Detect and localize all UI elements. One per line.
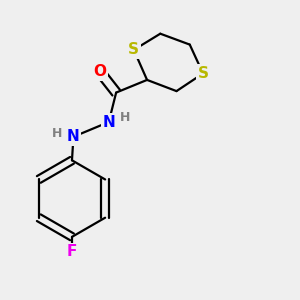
Text: S: S	[197, 66, 208, 81]
Text: H: H	[120, 111, 130, 124]
Text: N: N	[67, 129, 80, 144]
Text: H: H	[52, 127, 62, 140]
Text: N: N	[102, 115, 115, 130]
Text: O: O	[93, 64, 106, 80]
Text: F: F	[67, 244, 77, 259]
Text: S: S	[128, 42, 139, 57]
